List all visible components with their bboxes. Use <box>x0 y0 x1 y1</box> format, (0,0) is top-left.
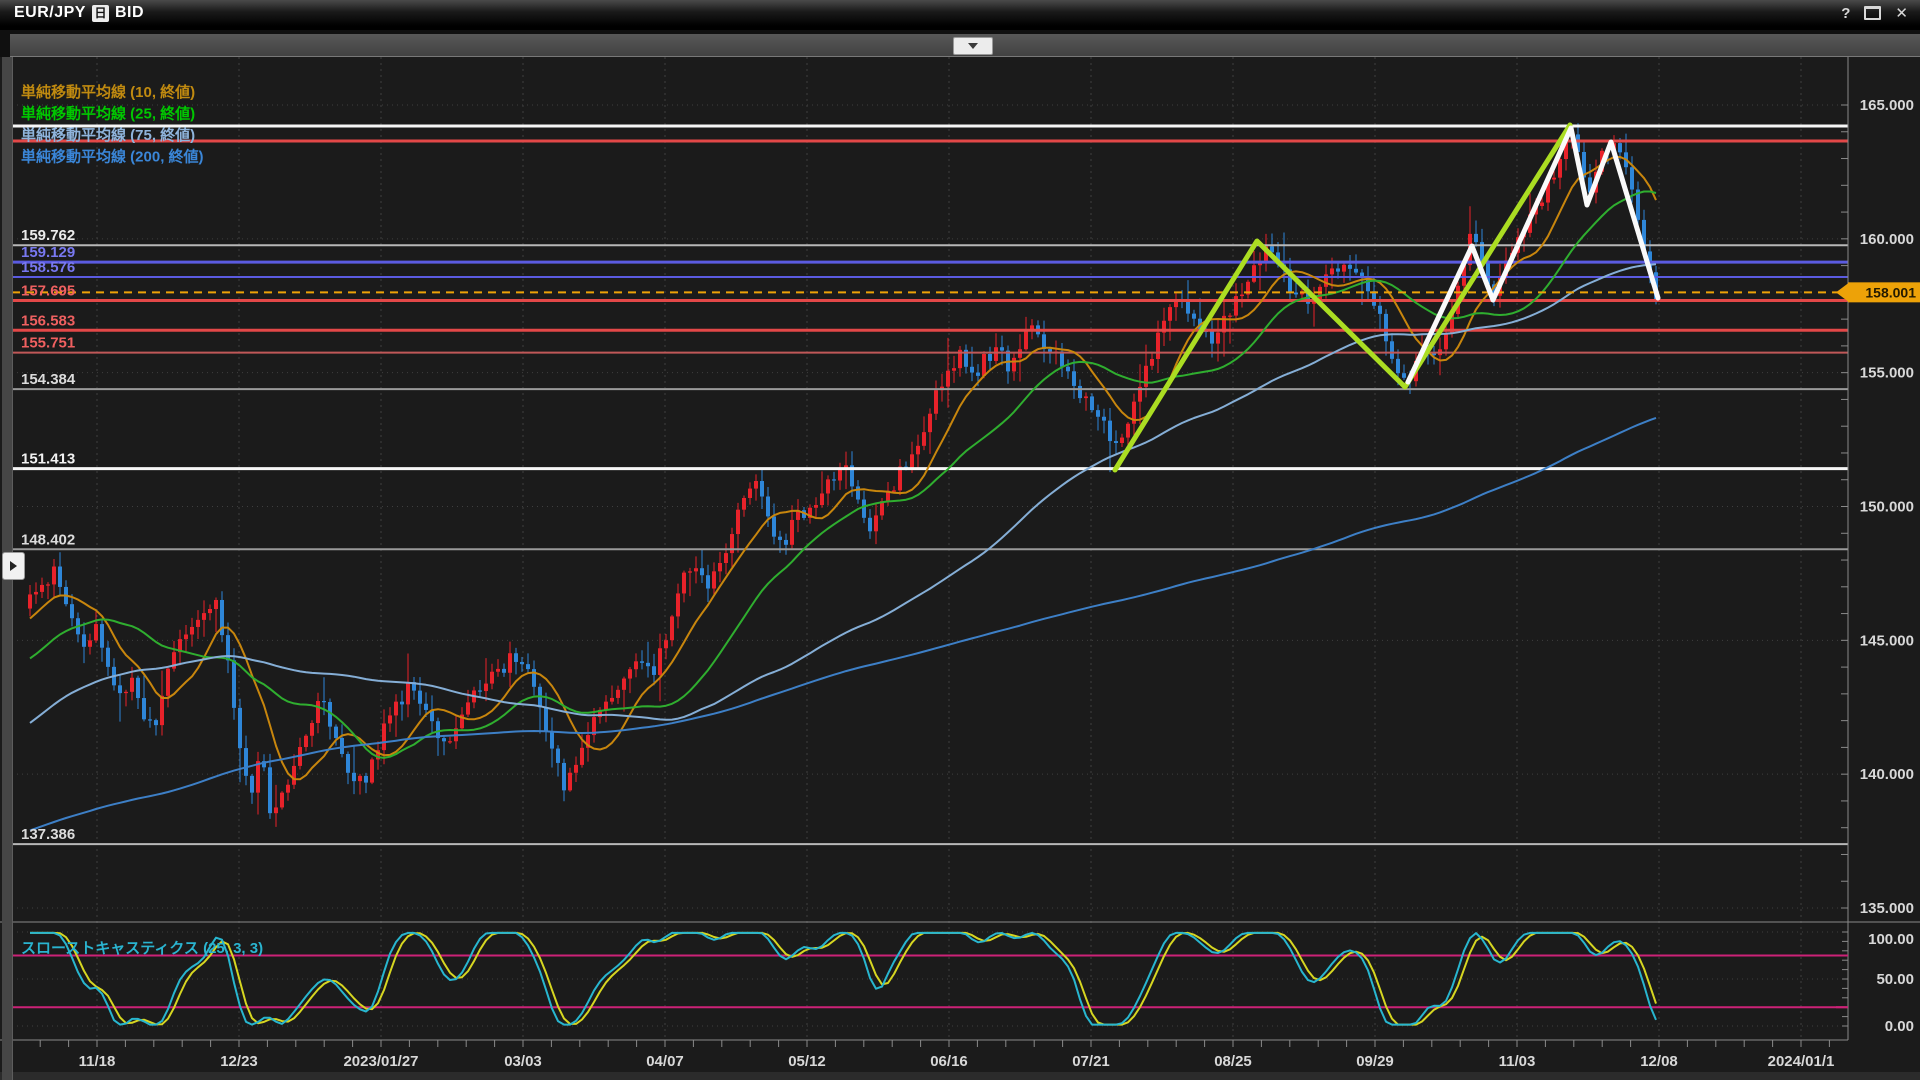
price-axis-label: 165.000 <box>1860 97 1914 114</box>
panel-collapse-button[interactable] <box>953 37 993 55</box>
time-axis-label: 04/07 <box>646 1053 684 1070</box>
time-axis-label: 12/23 <box>220 1053 258 1070</box>
price-type-label: BID <box>114 4 145 21</box>
panel-expand-button[interactable] <box>2 552 25 580</box>
time-axis-label: 08/25 <box>1214 1053 1252 1070</box>
time-axis-label: 03/03 <box>504 1053 542 1070</box>
trendline-zigzag-white[interactable] <box>1405 125 1661 385</box>
stoch-k-line <box>30 931 1657 1026</box>
time-axis-label: 12/08 <box>1640 1053 1678 1070</box>
price-line-label: 155.751 <box>21 335 75 352</box>
stoch-axis-label: 50.00 <box>1876 971 1914 988</box>
chevron-right-icon <box>10 561 17 571</box>
stoch-d-line <box>30 931 1657 1026</box>
current-price-value: 158.001 <box>1865 284 1916 300</box>
legend-item: 単純移動平均線 (10, 終値) <box>21 83 195 101</box>
price-axis-label: 135.000 <box>1860 900 1914 917</box>
legend-item: 単純移動平均線 (25, 終値) <box>21 105 195 123</box>
price-line-label: 137.386 <box>21 826 75 843</box>
time-axis-label: 05/12 <box>788 1053 826 1070</box>
stoch-axis-label: 0.00 <box>1885 1018 1914 1035</box>
current-price-tag: 158.001 <box>1836 282 1920 303</box>
sma-25-line <box>29 190 1657 759</box>
sma-200-line <box>29 416 1657 832</box>
price-axis-label: 145.000 <box>1860 632 1914 649</box>
title-bar: EUR/JPY 日 BID ? ✕ <box>0 0 1920 30</box>
stoch-axis-label: 100.00 <box>1868 931 1914 948</box>
sma-75-line <box>29 263 1657 724</box>
price-line-label: 154.384 <box>21 371 76 388</box>
time-axis-label: 2024/01/1 <box>1768 1053 1835 1070</box>
time-axis-label: 11/03 <box>1499 1053 1536 1070</box>
timeframe-badge: 日 <box>91 4 109 22</box>
chevron-down-icon <box>968 43 978 49</box>
price-line-label: 159.762 <box>21 227 75 244</box>
stoch-legend-label: スローストキャスティクス (25, 3, 3) <box>21 940 263 957</box>
price-line-label: 148.402 <box>21 531 75 548</box>
price-axis-label: 150.000 <box>1860 499 1914 516</box>
price-line-label: 156.583 <box>21 312 75 329</box>
time-axis-label: 2023/01/27 <box>343 1053 418 1070</box>
axis-ticks <box>39 104 1848 1047</box>
price-axis-label: 160.000 <box>1860 231 1914 248</box>
chart-toolbar <box>10 34 1920 57</box>
close-icon[interactable]: ✕ <box>1895 4 1908 22</box>
help-button[interactable]: ? <box>1841 4 1851 22</box>
maximize-icon[interactable] <box>1864 6 1882 20</box>
legend-item: 単純移動平均線 (75, 終値) <box>21 126 195 144</box>
time-axis-label: 11/18 <box>79 1053 116 1070</box>
legend-item: 単純移動平均線 (200, 終値) <box>21 148 204 166</box>
time-axis-label: 09/29 <box>1356 1053 1394 1070</box>
window-title: EUR/JPY 日 BID <box>8 4 144 22</box>
time-axis-label: 06/16 <box>930 1053 968 1070</box>
price-line-label: 159.129 <box>21 244 75 261</box>
window-bottom-edge <box>0 1072 1920 1080</box>
sma-10-line <box>29 155 1657 781</box>
price-axis-label: 155.000 <box>1860 365 1914 382</box>
symbol-label: EUR/JPY <box>14 4 86 21</box>
trendline-zigzag-green[interactable] <box>1112 122 1573 473</box>
price-line-label: 158.576 <box>21 259 75 276</box>
price-axis-label: 140.000 <box>1860 766 1914 783</box>
gridlines <box>12 57 1848 1040</box>
price-line-label: 157.695 <box>21 283 75 300</box>
window-controls: ? ✕ <box>1841 6 1912 21</box>
time-axis-label: 07/21 <box>1072 1053 1110 1070</box>
price-line-label: 151.413 <box>21 451 75 468</box>
